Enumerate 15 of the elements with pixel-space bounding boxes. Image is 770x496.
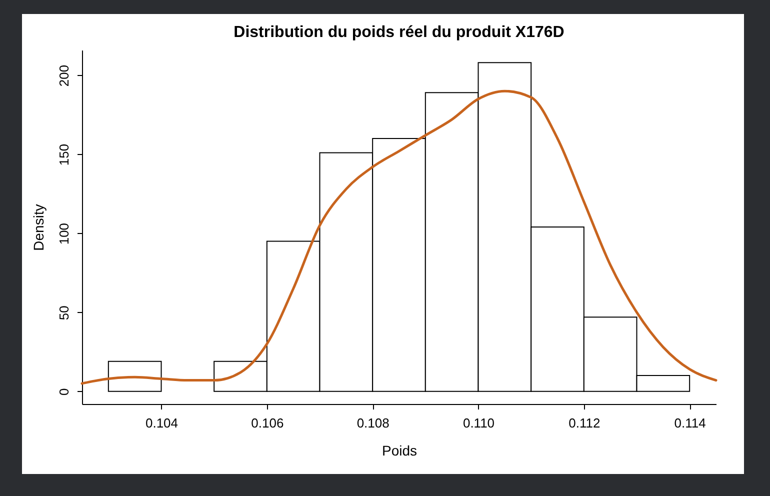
line-series (80, 90, 718, 385)
y-tick-label: 50 (56, 306, 72, 320)
x-tick-label: 0.104 (145, 416, 178, 430)
y-tick-label: 150 (56, 144, 72, 166)
x-tick-label: 0.114 (674, 416, 706, 430)
y-tick-label: 100 (56, 222, 72, 245)
chart-title: Distribution du poids réel du produit X176D (234, 24, 564, 41)
x-tick-label: 0.110 (462, 416, 495, 430)
x-tick-label: 0.106 (251, 416, 284, 430)
x-tick-label: 0.108 (356, 416, 390, 430)
x-axis-title: Poids (382, 442, 418, 458)
y-tick-label: 0 (56, 388, 72, 396)
x-tick-label: 0.112 (568, 416, 600, 430)
y-axis-title: Density (30, 204, 46, 251)
y-tick-label: 200 (56, 64, 72, 87)
